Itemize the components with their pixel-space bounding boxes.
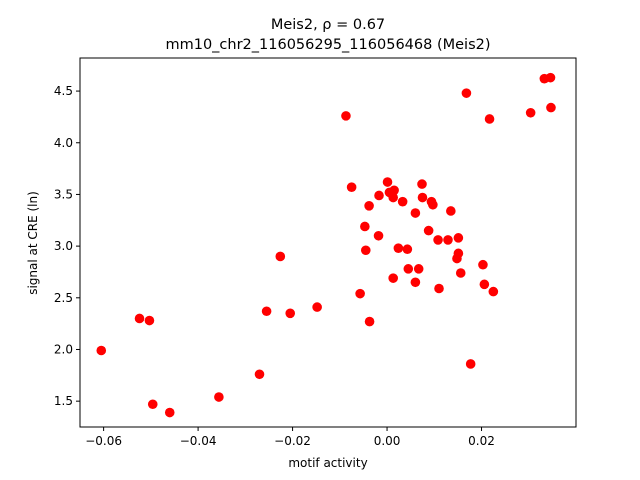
data-point-8 [275,251,286,262]
data-point-10 [312,302,322,312]
data-point-5 [214,392,224,402]
x-tick-label: 0.00 [374,434,401,448]
x-axis-ticks: −0.06 −0.04 −0.02 0.00 0.02 [85,427,495,448]
x-axis-label: motif activity [288,456,367,470]
data-point-44 [455,268,466,278]
y-axis-label: signal at CRE (ln) [26,191,40,295]
data-point-23 [389,185,399,196]
data-point-0 [96,345,107,356]
data-point-24 [388,273,398,283]
y-tick-label: 3.0 [54,239,73,253]
data-point-18 [373,230,384,241]
y-axis-ticks: 1.5 2.0 2.5 3.0 3.5 4.0 4.5 [54,84,80,408]
data-point-30 [410,277,421,288]
data-point-7 [261,306,272,317]
y-tick-label: 3.5 [54,187,73,201]
data-point-28 [403,264,414,274]
data-point-48 [479,279,490,290]
y-tick-label: 4.0 [54,136,73,150]
chart-title-line-1: Meis2, ρ = 0.67 [271,17,385,33]
data-point-50 [488,286,499,297]
data-point-25 [393,243,404,253]
data-point-53 [545,72,556,83]
data-point-15 [360,245,371,256]
data-point-9 [285,308,296,319]
data-point-12 [346,182,357,192]
data-point-43 [453,233,464,243]
x-tick-label: −0.02 [274,434,311,448]
data-point-22 [388,192,398,203]
y-tick-label: 4.5 [54,84,73,98]
data-point-2 [144,315,155,326]
x-tick-label: −0.06 [85,434,122,448]
data-point-3 [147,399,158,410]
y-tick-label: 1.5 [54,394,73,408]
data-point-36 [428,199,438,210]
plot-area-frame [79,57,577,428]
data-point-4 [164,407,175,418]
data-point-39 [443,235,453,245]
y-tick-label: 2.5 [54,291,73,305]
data-points [96,72,556,418]
data-point-47 [478,259,488,270]
data-point-40 [446,206,456,216]
data-point-37 [433,235,443,245]
data-point-34 [423,225,434,236]
data-point-31 [413,264,424,274]
data-point-32 [417,179,427,189]
data-point-1 [134,313,145,324]
data-point-17 [364,316,375,327]
data-point-51 [525,107,536,118]
data-point-13 [355,288,365,299]
data-point-14 [360,221,370,232]
x-tick-label: 0.02 [468,434,495,448]
chart-title-line-2: mm10_chr2_116056295_116056468 (Meis2) [165,37,490,53]
data-point-33 [417,192,428,203]
data-point-42 [453,248,464,259]
x-tick-label: −0.04 [180,434,217,448]
data-point-38 [434,283,444,294]
data-point-49 [484,114,495,124]
data-point-29 [410,208,421,218]
y-tick-label: 2.0 [54,342,73,356]
data-point-27 [402,244,413,255]
data-point-19 [374,190,384,201]
data-point-16 [364,201,374,211]
data-point-45 [461,88,472,98]
data-point-11 [341,111,351,121]
data-point-46 [465,359,476,369]
data-point-20 [382,177,393,187]
data-point-26 [397,196,408,207]
data-point-6 [254,369,265,380]
data-point-54 [546,102,556,113]
